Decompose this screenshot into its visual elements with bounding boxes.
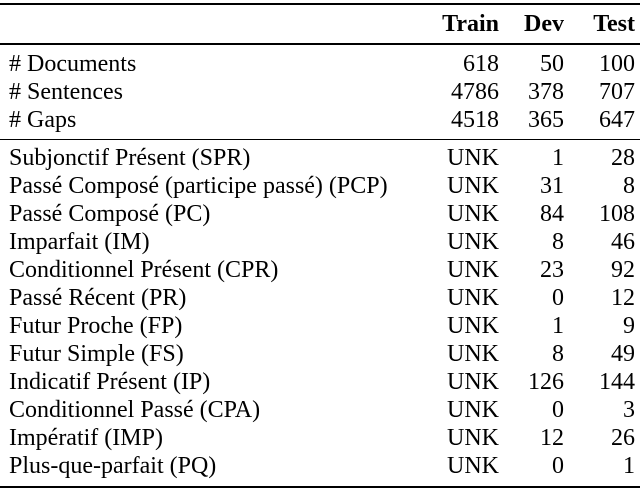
cell-test: 8	[623, 172, 635, 199]
cell-test: 46	[611, 228, 635, 255]
table-row: Plus-que-parfait (PQ) UNK 0 1	[0, 452, 640, 487]
table-row: Conditionnel Présent (CPR) UNK 23 92	[0, 256, 640, 284]
cell-train: UNK	[447, 144, 499, 171]
corpus-stats-section: # Documents 618 50 100 # Sentences 4786 …	[0, 44, 640, 140]
header-train: Train	[431, 4, 499, 45]
cell-train: UNK	[447, 200, 499, 227]
cell-train: UNK	[447, 368, 499, 395]
table-row: # Gaps 4518 365 647	[0, 106, 640, 140]
row-label: Imparfait (IM)	[9, 228, 150, 255]
cell-test: 12	[611, 284, 635, 311]
cell-dev: 126	[528, 368, 564, 395]
cell-test: 144	[599, 368, 635, 395]
cell-test: 49	[611, 340, 635, 367]
table-row: Conditionnel Passé (CPA) UNK 0 3	[0, 396, 640, 424]
row-label: # Sentences	[9, 78, 123, 105]
row-label: Futur Proche (FP)	[9, 312, 183, 339]
table-row: Passé Composé (participe passé) (PCP) UN…	[0, 172, 640, 200]
table-row: # Documents 618 50 100	[0, 44, 640, 78]
table-row: Passé Récent (PR) UNK 0 12	[0, 284, 640, 312]
cell-dev: 0	[552, 396, 564, 423]
row-label: Passé Composé (participe passé) (PCP)	[9, 172, 388, 199]
tense-counts-section: Subjonctif Présent (SPR) UNK 1 28 Passé …	[0, 140, 640, 488]
cell-test: 92	[611, 256, 635, 283]
row-label: # Gaps	[0, 106, 431, 140]
cell-train: 4786	[451, 78, 499, 105]
cell-test: 3	[623, 396, 635, 423]
cell-dev: 0	[552, 284, 564, 311]
cell-test: 28	[611, 144, 635, 171]
cell-dev: 365	[499, 106, 564, 140]
header-dev: Dev	[499, 4, 564, 45]
cell-dev: 1	[552, 312, 564, 339]
row-label: Plus-que-parfait (PQ)	[9, 452, 217, 479]
cell-train: UNK	[447, 312, 499, 339]
row-label: Passé Récent (PR)	[9, 284, 187, 311]
table-row: Subjonctif Présent (SPR) UNK 1 28	[0, 140, 640, 173]
cell-train: 618	[463, 50, 499, 77]
header-row: Train Dev Test	[0, 4, 640, 45]
table-row: Futur Simple (FS) UNK 8 49	[0, 340, 640, 368]
cell-train: 4518	[431, 106, 499, 140]
table-row: Indicatif Présent (IP) UNK 126 144	[0, 368, 640, 396]
cell-dev: 0	[552, 452, 564, 479]
cell-dev: 23	[540, 256, 564, 283]
cell-test: 9	[623, 312, 635, 339]
table-row: Futur Proche (FP) UNK 1 9	[0, 312, 640, 340]
header-empty-cell	[0, 4, 431, 45]
table-row: Impératif (IMP) UNK 12 26	[0, 424, 640, 452]
table-row: Imparfait (IM) UNK 8 46	[0, 228, 640, 256]
cell-dev: 8	[552, 228, 564, 255]
table-row: # Sentences 4786 378 707	[0, 78, 640, 106]
table-header: Train Dev Test	[0, 4, 640, 45]
paper-page: Train Dev Test # Documents 618 50 100 # …	[0, 3, 640, 494]
cell-dev: 8	[552, 340, 564, 367]
cell-dev: 84	[540, 200, 564, 227]
cell-test: 100	[599, 50, 635, 77]
row-label: Indicatif Présent (IP)	[9, 368, 211, 395]
cell-train: UNK	[447, 340, 499, 367]
cell-dev: 50	[540, 50, 564, 77]
table-row: Passé Composé (PC) UNK 84 108	[0, 200, 640, 228]
cell-train: UNK	[447, 172, 499, 199]
row-label: Conditionnel Passé (CPA)	[9, 396, 261, 423]
cell-dev: 31	[540, 172, 564, 199]
row-label: Conditionnel Présent (CPR)	[9, 256, 279, 283]
row-label: Futur Simple (FS)	[9, 340, 184, 367]
cell-train: UNK	[447, 452, 499, 479]
cell-dev: 378	[528, 78, 564, 105]
cell-train: UNK	[447, 256, 499, 283]
cell-test: 647	[564, 106, 640, 140]
row-label: Impératif (IMP)	[9, 424, 163, 451]
row-label: # Documents	[9, 50, 137, 77]
cell-train: UNK	[447, 424, 499, 451]
cell-train: UNK	[447, 284, 499, 311]
cell-dev: 12	[540, 424, 564, 451]
cell-test: 1	[623, 452, 635, 479]
row-label: Passé Composé (PC)	[9, 200, 211, 227]
row-label: Subjonctif Présent (SPR)	[9, 144, 251, 171]
cell-train: UNK	[447, 396, 499, 423]
dataset-statistics-table: Train Dev Test # Documents 618 50 100 # …	[0, 3, 640, 488]
cell-train: UNK	[447, 228, 499, 255]
cell-test: 26	[611, 424, 635, 451]
cell-test: 707	[599, 78, 635, 105]
cell-dev: 1	[552, 144, 564, 171]
cell-test: 108	[599, 200, 635, 227]
header-test: Test	[564, 4, 640, 45]
